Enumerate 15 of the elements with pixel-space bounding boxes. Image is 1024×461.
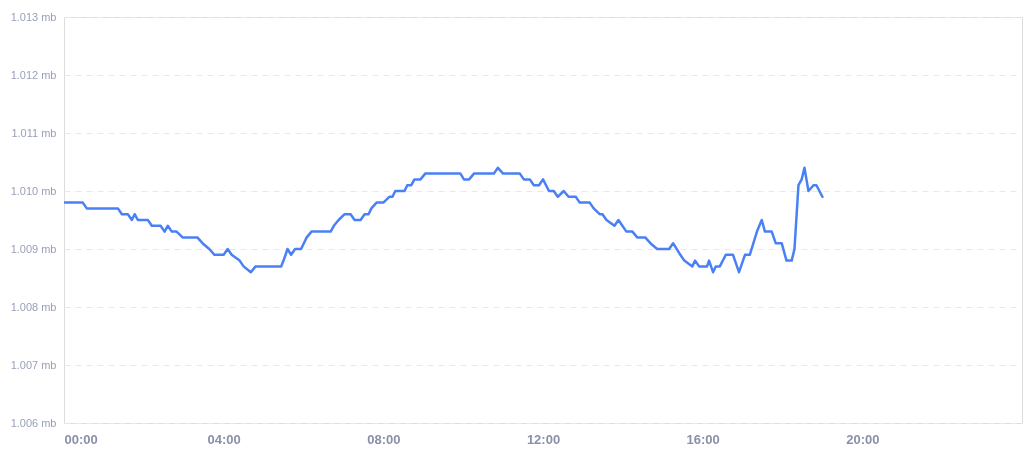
y-tick-label: 1.008 mb [10,300,57,313]
y-tick-label: 1.012 mb [10,68,57,81]
y-tick-label: 1.006 mb [10,416,57,429]
x-tick-label: 00:00 [64,431,98,447]
y-tick-label: 1.007 mb [10,358,57,371]
line-series [64,166,824,274]
x-tick-label: 12:00 [526,431,561,447]
x-tick-label: 16:00 [686,431,720,447]
y-tick-label: 1.010 mb [10,184,57,197]
y-tick-label: 1.013 mb [10,10,57,23]
x-tick-label: 20:00 [846,431,880,447]
y-tick-label: 1.011 mb [11,126,57,139]
x-tick-label: 04:00 [207,431,241,447]
y-tick-label: 1.009 mb [10,242,57,255]
x-tick-label: 08:00 [367,431,401,447]
